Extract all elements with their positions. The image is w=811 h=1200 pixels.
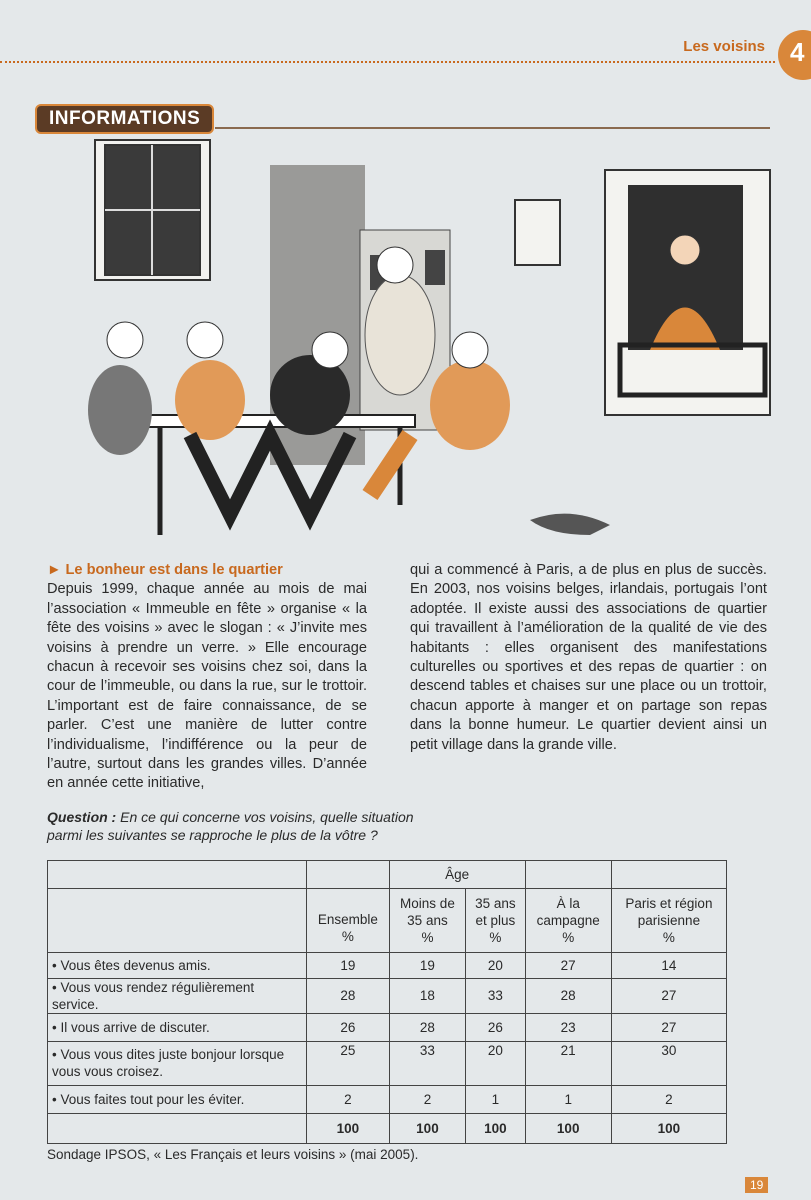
table-header-row: Ensemble% Moins de 35 ans% 35 ans et plus%… (47, 887, 728, 953)
table-row: • Vous êtes devenus amis. 19 19 20 27 14 (47, 951, 728, 979)
article: ► Le bonheur est dans le quartier Depuis… (47, 561, 767, 794)
neighbours-party-illustration (88, 139, 771, 535)
article-subtitle-text: Le bonheur est dans le quartier (65, 562, 283, 578)
table-row: • Vous vous dites juste bonjour lorsque … (47, 1040, 728, 1086)
dog (530, 513, 610, 535)
article-left-column: ► Le bonheur est dans le quartier Depuis… (47, 561, 367, 794)
building-left (94, 139, 211, 281)
table-row: • Vous vous rendez régulièrement service… (47, 977, 728, 1014)
chapter-title: Les voisins (683, 38, 765, 55)
col-header: À la campagne% (524, 887, 612, 953)
people-at-table (88, 246, 510, 535)
balcony-window (604, 169, 771, 416)
age-group-header: Âge (388, 859, 526, 889)
col-header: Moins de 35 ans% (388, 887, 467, 953)
article-subtitle: ► Le bonheur est dans le quartier (47, 562, 283, 578)
col-header: Paris et région parisienne% (610, 887, 728, 953)
page-number: 19 (745, 1177, 769, 1193)
section-label: INFORMATIONS (35, 104, 215, 134)
question-label: Question : (47, 808, 117, 825)
survey-question: Question : En ce qui concerne vos voisin… (47, 808, 767, 844)
section-divider (215, 127, 770, 129)
survey-source: Sondage IPSOS, « Les Français et leurs v… (47, 1146, 419, 1162)
header-divider (0, 61, 775, 63)
article-text-left: Depuis 1999, chaque année au mois de mai… (47, 581, 367, 792)
table-total-row: 100 100 100 100 100 (47, 1112, 728, 1144)
table-header-group-row: Âge (47, 859, 728, 889)
content-flow: ► Le bonheur est dans le quartier Depuis… (47, 561, 767, 1162)
article-text-right: qui a commencé à Paris, a de plus en plu… (410, 562, 767, 753)
col-header: Ensemble% (306, 887, 390, 953)
question-line1: En ce qui concerne vos voisins, quelle s… (120, 808, 414, 825)
window-small (514, 199, 561, 266)
question-line2: parmi les suivantes se rapproche le plus… (47, 826, 378, 843)
col-header: 35 ans et plus% (465, 887, 526, 953)
survey-table: Âge Ensemble% Moins de 35 ans% 35 ans et p… (47, 859, 728, 1144)
table-row: • Il vous arrive de discuter. 26 28 26 23 27 (47, 1012, 728, 1042)
chapter-number-badge: 4 (778, 30, 811, 80)
